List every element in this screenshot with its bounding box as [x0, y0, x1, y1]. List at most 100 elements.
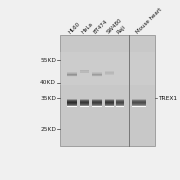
Bar	[116, 100, 124, 101]
Bar	[105, 102, 114, 103]
Bar	[105, 100, 114, 101]
Bar	[93, 106, 102, 107]
Bar	[80, 104, 89, 105]
Bar	[67, 102, 77, 103]
Bar	[116, 105, 124, 106]
Text: Mouse heart: Mouse heart	[135, 7, 163, 35]
Bar	[80, 99, 89, 100]
Bar	[132, 100, 147, 101]
Bar	[93, 72, 102, 73]
Text: HL60: HL60	[68, 21, 81, 35]
Bar	[116, 103, 124, 104]
Bar	[105, 103, 114, 104]
Bar	[67, 103, 77, 104]
Bar	[80, 70, 89, 71]
Bar	[67, 105, 77, 106]
Bar	[80, 100, 89, 101]
Bar	[105, 103, 114, 104]
Bar	[105, 99, 114, 100]
Bar	[116, 105, 124, 106]
Bar	[105, 71, 114, 72]
Bar	[132, 105, 147, 106]
Bar	[80, 71, 89, 72]
Bar	[105, 100, 114, 101]
Bar	[132, 102, 147, 103]
Bar	[116, 100, 124, 101]
Bar	[60, 35, 155, 146]
Bar	[67, 75, 77, 76]
Bar	[93, 102, 102, 103]
Bar	[132, 103, 147, 104]
Bar	[105, 74, 114, 75]
Bar	[80, 102, 89, 103]
Bar	[67, 75, 77, 76]
Bar	[67, 72, 77, 73]
Bar	[80, 103, 89, 104]
Bar	[105, 105, 114, 106]
Bar	[105, 71, 114, 72]
Bar	[80, 70, 89, 71]
Bar	[67, 106, 77, 107]
Bar	[132, 101, 147, 102]
Text: BT474: BT474	[93, 19, 109, 35]
Bar	[67, 104, 77, 105]
Bar	[93, 101, 102, 102]
Bar	[105, 101, 114, 102]
Bar	[105, 72, 114, 73]
Text: SW480: SW480	[105, 17, 123, 35]
Bar	[93, 105, 102, 106]
Bar	[80, 100, 89, 101]
Text: 55KD: 55KD	[40, 58, 56, 63]
Bar	[67, 105, 77, 106]
Bar	[80, 72, 89, 73]
Bar	[67, 74, 77, 75]
Bar	[80, 69, 89, 70]
Bar	[93, 99, 102, 100]
Bar	[105, 105, 114, 106]
Bar	[93, 100, 102, 101]
Bar	[116, 99, 124, 100]
Text: Raji: Raji	[116, 24, 127, 35]
Bar	[105, 104, 114, 105]
Bar	[132, 102, 147, 103]
Bar	[80, 105, 89, 106]
Text: 25KD: 25KD	[40, 127, 56, 132]
Text: HeLa: HeLa	[80, 21, 94, 35]
Bar	[67, 74, 77, 75]
Bar	[116, 101, 124, 102]
Bar	[105, 74, 114, 75]
Text: 35KD: 35KD	[40, 96, 56, 101]
Bar	[67, 76, 77, 77]
Bar	[93, 74, 102, 75]
Bar	[93, 72, 102, 73]
Bar	[105, 102, 114, 103]
Bar	[67, 73, 77, 74]
Bar	[105, 106, 114, 107]
Bar	[60, 52, 155, 85]
Bar	[67, 101, 77, 102]
Bar	[80, 103, 89, 104]
Bar	[93, 74, 102, 75]
Bar	[93, 104, 102, 105]
Bar	[80, 102, 89, 103]
Bar	[105, 72, 114, 73]
Bar	[67, 102, 77, 103]
Bar	[132, 106, 147, 107]
Bar	[67, 99, 77, 100]
Bar	[67, 103, 77, 104]
Text: 40KD: 40KD	[40, 80, 56, 85]
Text: TREX1: TREX1	[158, 96, 177, 101]
Bar	[80, 106, 89, 107]
Bar	[93, 75, 102, 76]
Bar	[132, 105, 147, 106]
Bar	[132, 100, 147, 101]
Bar	[93, 102, 102, 103]
Bar	[116, 104, 124, 105]
Bar	[93, 75, 102, 76]
Bar	[93, 103, 102, 104]
Bar	[93, 76, 102, 77]
Bar	[80, 71, 89, 72]
Bar	[116, 103, 124, 104]
Bar	[116, 106, 124, 107]
Bar	[80, 105, 89, 106]
